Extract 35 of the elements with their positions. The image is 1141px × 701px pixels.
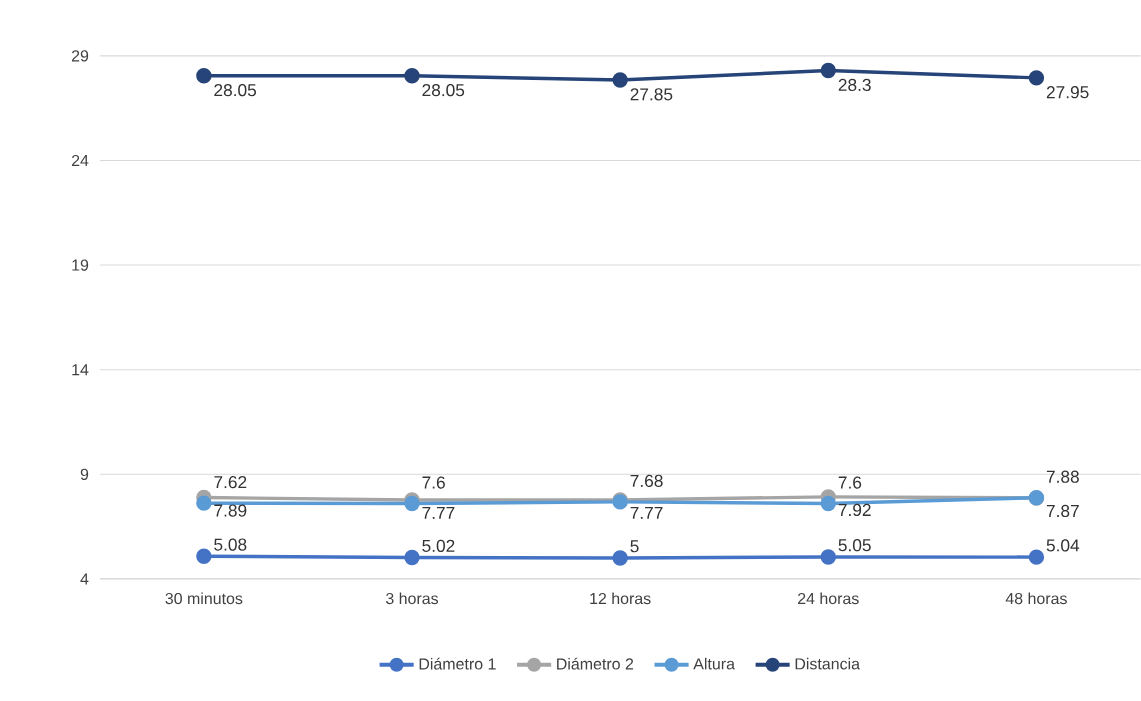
data-label: 5.08 — [214, 538, 247, 551]
y-tick-label: 9 — [80, 468, 89, 480]
y-tick-label: 29 — [71, 50, 89, 62]
legend-label: Diámetro 1 — [419, 657, 496, 670]
data-label: 7.89 — [214, 504, 247, 517]
data-label: 28.05 — [214, 83, 257, 97]
x-tick-label: 24 horas — [798, 592, 859, 605]
data-label: 7.87 — [1046, 504, 1079, 517]
legend-label: Diámetro 2 — [557, 657, 634, 670]
legend-label: Distancia — [795, 657, 860, 670]
y-tick-label: 4 — [80, 573, 89, 585]
data-label: 5.05 — [838, 538, 871, 552]
data-label: 5 — [630, 540, 639, 553]
x-tick-label: 12 horas — [590, 592, 651, 605]
x-tick-label: 3 horas — [385, 592, 439, 605]
data-label: 7.6 — [422, 476, 445, 489]
data-label: 5.04 — [1046, 539, 1080, 552]
y-tick-label: 14 — [72, 364, 89, 376]
x-tick-label: 30 minutos — [165, 592, 243, 605]
data-label: 7.77 — [630, 506, 663, 519]
data-label: 7.6 — [838, 476, 862, 489]
data-label: 7.68 — [630, 474, 663, 487]
data-label: 27.95 — [1046, 85, 1089, 99]
data-label: 7.88 — [1046, 470, 1079, 483]
data-label: 7.62 — [214, 475, 247, 489]
y-tick-label: 24 — [71, 154, 89, 166]
x-tick-label: 48 horas — [1005, 592, 1067, 605]
data-label: 27.85 — [630, 88, 673, 101]
data-label: 28.05 — [422, 83, 465, 97]
data-label: 7.92 — [838, 503, 871, 516]
legend-label: Altura — [693, 657, 735, 670]
data-label: 7.77 — [422, 506, 455, 519]
data-label: 5.02 — [422, 539, 455, 552]
data-label: 28.3 — [838, 78, 871, 91]
y-tick-label: 19 — [72, 259, 89, 271]
